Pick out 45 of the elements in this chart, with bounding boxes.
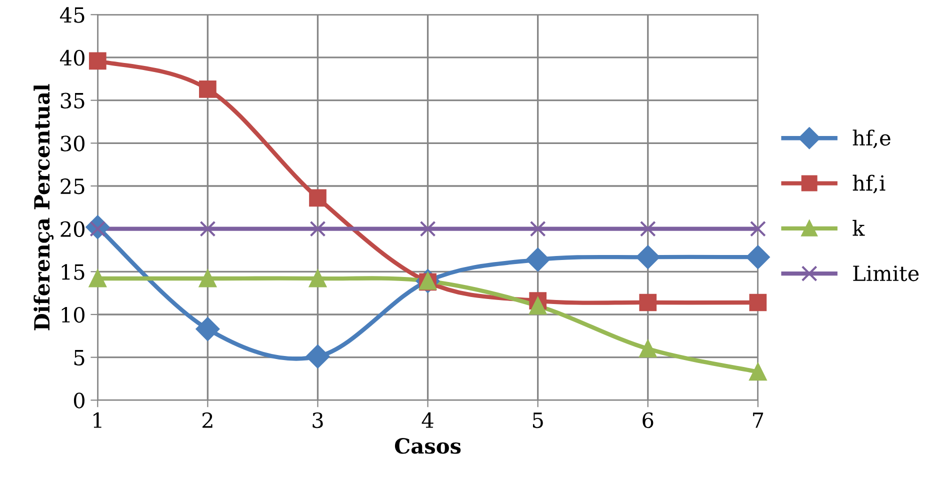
- point: [200, 220, 216, 237]
- point: [749, 294, 767, 312]
- y-tick-label: 10: [62, 306, 84, 323]
- y-tick-label: 25: [60, 178, 84, 194]
- y-tick-label: 35: [60, 92, 84, 109]
- point: [420, 220, 436, 237]
- x-tick-label: 5: [532, 412, 543, 428]
- point: [88, 270, 106, 288]
- point: [529, 297, 547, 315]
- y-tick-label: 30: [60, 136, 84, 152]
- point: [639, 294, 657, 312]
- y-tick-label: 40: [60, 50, 84, 66]
- point: [88, 52, 106, 70]
- legend-label: hf,i: [852, 174, 886, 194]
- legend-label: hf,e: [852, 130, 890, 148]
- point: [526, 248, 550, 272]
- point: [309, 270, 326, 288]
- legend-label: Limite: [853, 266, 919, 282]
- point: [746, 245, 770, 269]
- point: [749, 363, 767, 381]
- y-tick-label: 20: [60, 221, 84, 238]
- x-tick-label: 6: [642, 412, 654, 428]
- point: [636, 245, 660, 269]
- point: [750, 220, 766, 237]
- y-tick-label: 5: [74, 350, 84, 366]
- x-tick-label: 3: [312, 412, 323, 428]
- x-tick-label: 7: [753, 412, 764, 428]
- x-tick-label: 4: [422, 412, 434, 428]
- point: [309, 189, 326, 207]
- point: [530, 220, 546, 237]
- point: [310, 220, 326, 237]
- point: [306, 344, 330, 368]
- point: [199, 80, 216, 98]
- legend-label: k: [852, 220, 865, 236]
- y-tick-label: 45: [60, 7, 84, 23]
- point: [640, 220, 656, 237]
- y-tick-label: 15: [62, 264, 84, 280]
- x-axis-title: Casos: [394, 438, 461, 454]
- point: [199, 270, 216, 288]
- y-axis-title: Diferença Percentual: [34, 84, 54, 330]
- x-tick-label: 2: [202, 412, 212, 428]
- point: [196, 317, 220, 341]
- x-tick-label: 1: [94, 412, 102, 428]
- point: [639, 340, 657, 358]
- y-tick-label: 0: [74, 392, 84, 408]
